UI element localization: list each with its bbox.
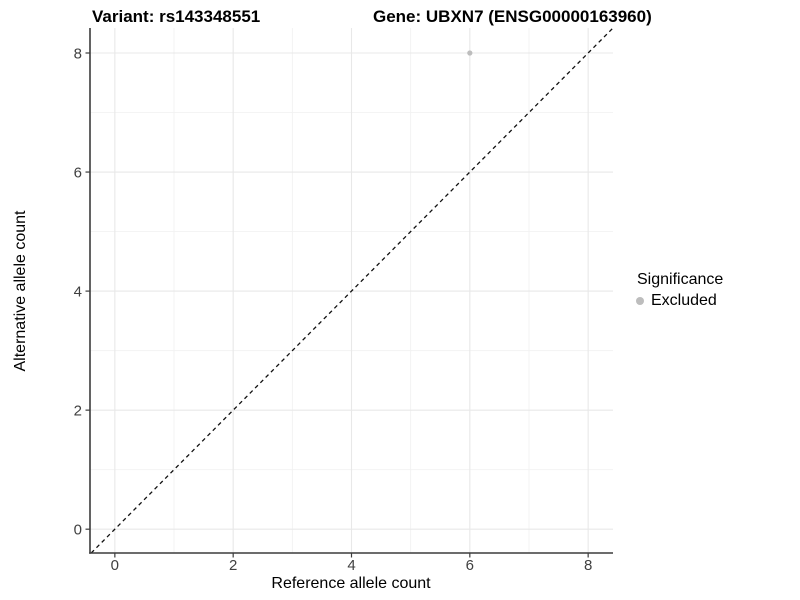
axis-tick-marks	[85, 52, 589, 558]
x-tick-label: 8	[584, 557, 592, 574]
data-point	[467, 50, 473, 56]
legend-item-label: Excluded	[651, 292, 717, 309]
y-axis-title: Alternative allele count	[12, 210, 29, 372]
x-tick-label: 2	[229, 557, 237, 574]
data-points	[467, 50, 473, 56]
x-tick-label: 4	[347, 557, 355, 574]
x-tick-label: 0	[111, 557, 119, 574]
plot-title-gene: Gene: UBXN7 (ENSG00000163960)	[373, 7, 652, 26]
legend-key-dot	[636, 297, 644, 305]
y-tick-label: 6	[74, 165, 82, 182]
x-axis-tick-labels: 0 2 4 6 8	[111, 557, 593, 574]
x-tick-label: 6	[466, 557, 474, 574]
y-tick-label: 4	[74, 284, 82, 301]
x-axis-title: Reference allele count	[271, 575, 431, 592]
plot-title-variant: Variant: rs143348551	[92, 7, 261, 26]
legend: Significance Excluded	[630, 271, 723, 310]
y-tick-label: 2	[74, 403, 82, 420]
y-tick-label: 8	[74, 46, 82, 63]
y-tick-label: 0	[74, 522, 82, 539]
y-axis-tick-labels: 0 2 4 6 8	[74, 46, 82, 539]
legend-item-excluded: Excluded	[636, 292, 723, 310]
identity-reference-line	[90, 27, 614, 554]
legend-title: Significance	[637, 271, 724, 288]
